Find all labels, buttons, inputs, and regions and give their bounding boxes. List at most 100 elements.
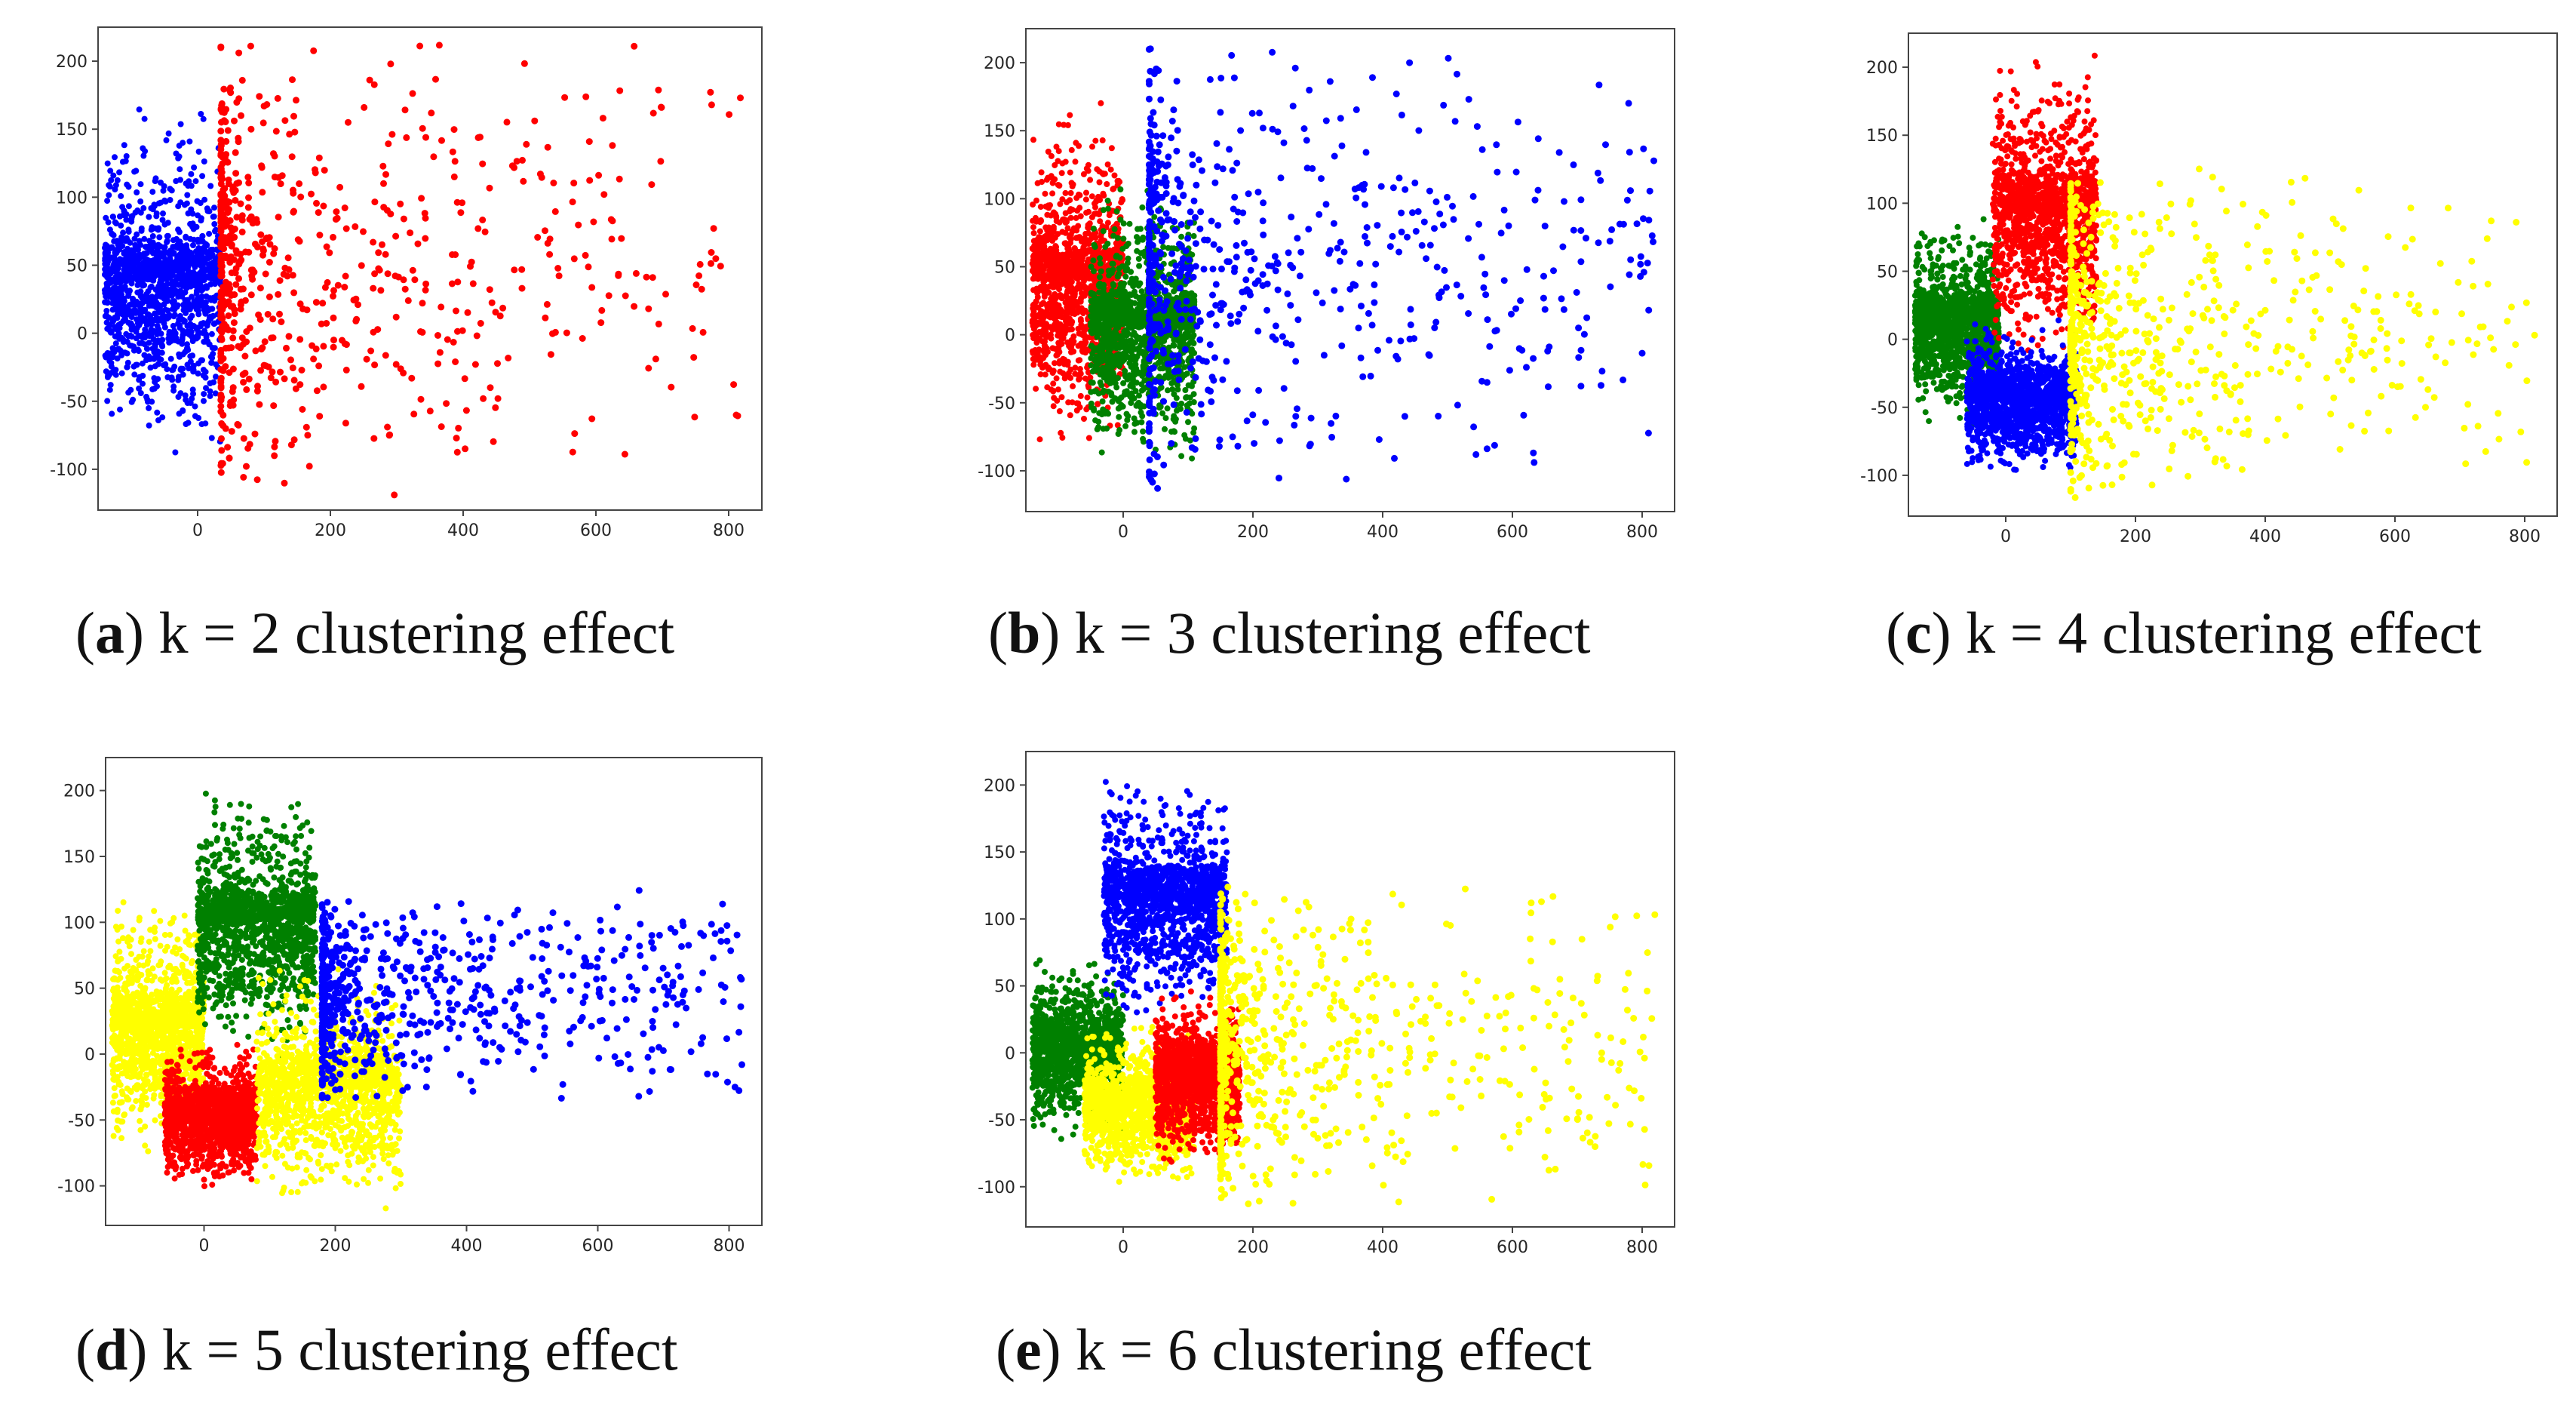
data-point xyxy=(245,180,253,186)
data-point xyxy=(1068,349,1074,355)
data-point xyxy=(186,138,193,145)
data-point xyxy=(645,305,652,312)
data-point xyxy=(192,282,198,289)
data-point xyxy=(220,192,228,200)
data-point xyxy=(1049,190,1056,197)
data-point xyxy=(342,225,350,232)
data-point xyxy=(207,388,213,395)
data-point xyxy=(259,189,266,196)
data-point xyxy=(513,158,520,165)
data-point xyxy=(643,273,650,281)
data-point xyxy=(550,180,557,186)
data-point xyxy=(1077,330,1084,337)
data-point xyxy=(1057,306,1064,313)
data-point xyxy=(370,328,377,336)
data-point xyxy=(177,199,184,206)
data-point xyxy=(1098,268,1104,275)
data-point xyxy=(283,344,290,352)
data-point xyxy=(287,441,295,449)
data-point xyxy=(363,355,370,363)
data-point xyxy=(189,312,195,319)
data-point xyxy=(1444,193,1451,201)
data-point xyxy=(1050,380,1057,387)
y-tick-label: 200 xyxy=(984,54,1015,73)
data-point xyxy=(123,274,130,281)
data-point xyxy=(247,125,255,133)
data-point xyxy=(1064,361,1071,368)
data-point xyxy=(488,299,496,306)
data-point xyxy=(170,329,177,336)
data-point xyxy=(1039,338,1045,345)
data-point xyxy=(1095,300,1101,307)
data-point xyxy=(187,235,194,242)
data-point xyxy=(1110,282,1117,289)
data-point xyxy=(1088,362,1095,369)
data-point xyxy=(1197,401,1205,408)
data-point xyxy=(449,148,456,155)
x-tick-label: 200 xyxy=(315,521,346,540)
data-point xyxy=(198,111,204,117)
data-point xyxy=(1088,355,1095,361)
data-point xyxy=(146,238,153,244)
data-point xyxy=(174,302,181,309)
data-point xyxy=(1081,278,1087,284)
data-point xyxy=(1119,334,1125,340)
data-point xyxy=(1097,274,1103,281)
data-point xyxy=(182,297,189,303)
data-point xyxy=(1045,313,1052,320)
data-point xyxy=(1085,384,1092,391)
data-point xyxy=(1104,241,1111,247)
data-point xyxy=(190,368,197,375)
plot-frame xyxy=(97,26,763,511)
data-point xyxy=(1178,401,1185,407)
data-point xyxy=(616,175,623,183)
data-point xyxy=(1083,406,1090,413)
data-point xyxy=(238,112,244,119)
data-point xyxy=(183,233,189,240)
data-point xyxy=(392,313,400,321)
data-point xyxy=(245,194,252,201)
data-point xyxy=(191,164,198,171)
data-point xyxy=(1090,325,1096,332)
data-point xyxy=(352,317,360,324)
data-point xyxy=(1110,232,1117,239)
data-point xyxy=(1136,392,1142,399)
data-point xyxy=(330,233,336,241)
data-point xyxy=(1234,442,1242,450)
data-point xyxy=(108,177,115,183)
data-point xyxy=(1045,149,1052,155)
data-point xyxy=(312,299,320,306)
data-point xyxy=(310,355,318,363)
data-point xyxy=(104,299,111,306)
data-point xyxy=(326,249,333,257)
data-point xyxy=(1038,275,1045,281)
data-point xyxy=(1104,181,1110,187)
data-point xyxy=(164,366,170,373)
data-point xyxy=(211,320,218,327)
data-point xyxy=(1067,284,1074,291)
data-point xyxy=(176,153,183,160)
data-point xyxy=(1189,410,1196,417)
data-point xyxy=(221,223,229,230)
data-point xyxy=(518,284,526,292)
data-point xyxy=(1098,368,1105,375)
data-point xyxy=(305,463,313,470)
data-point xyxy=(235,49,243,57)
data-point xyxy=(228,269,235,277)
data-point xyxy=(141,235,148,242)
data-point xyxy=(1082,307,1088,314)
data-point xyxy=(137,390,144,396)
data-point xyxy=(116,287,123,294)
data-point xyxy=(106,371,112,378)
data-point xyxy=(1080,171,1087,177)
data-point xyxy=(136,374,143,380)
data-point xyxy=(551,208,559,215)
data-point xyxy=(1030,326,1037,333)
data-point xyxy=(1184,326,1190,333)
data-point xyxy=(339,337,345,344)
data-point xyxy=(1171,337,1177,343)
data-point xyxy=(158,278,165,284)
data-point xyxy=(1064,314,1070,320)
data-point xyxy=(1114,309,1121,316)
data-point xyxy=(231,306,238,313)
